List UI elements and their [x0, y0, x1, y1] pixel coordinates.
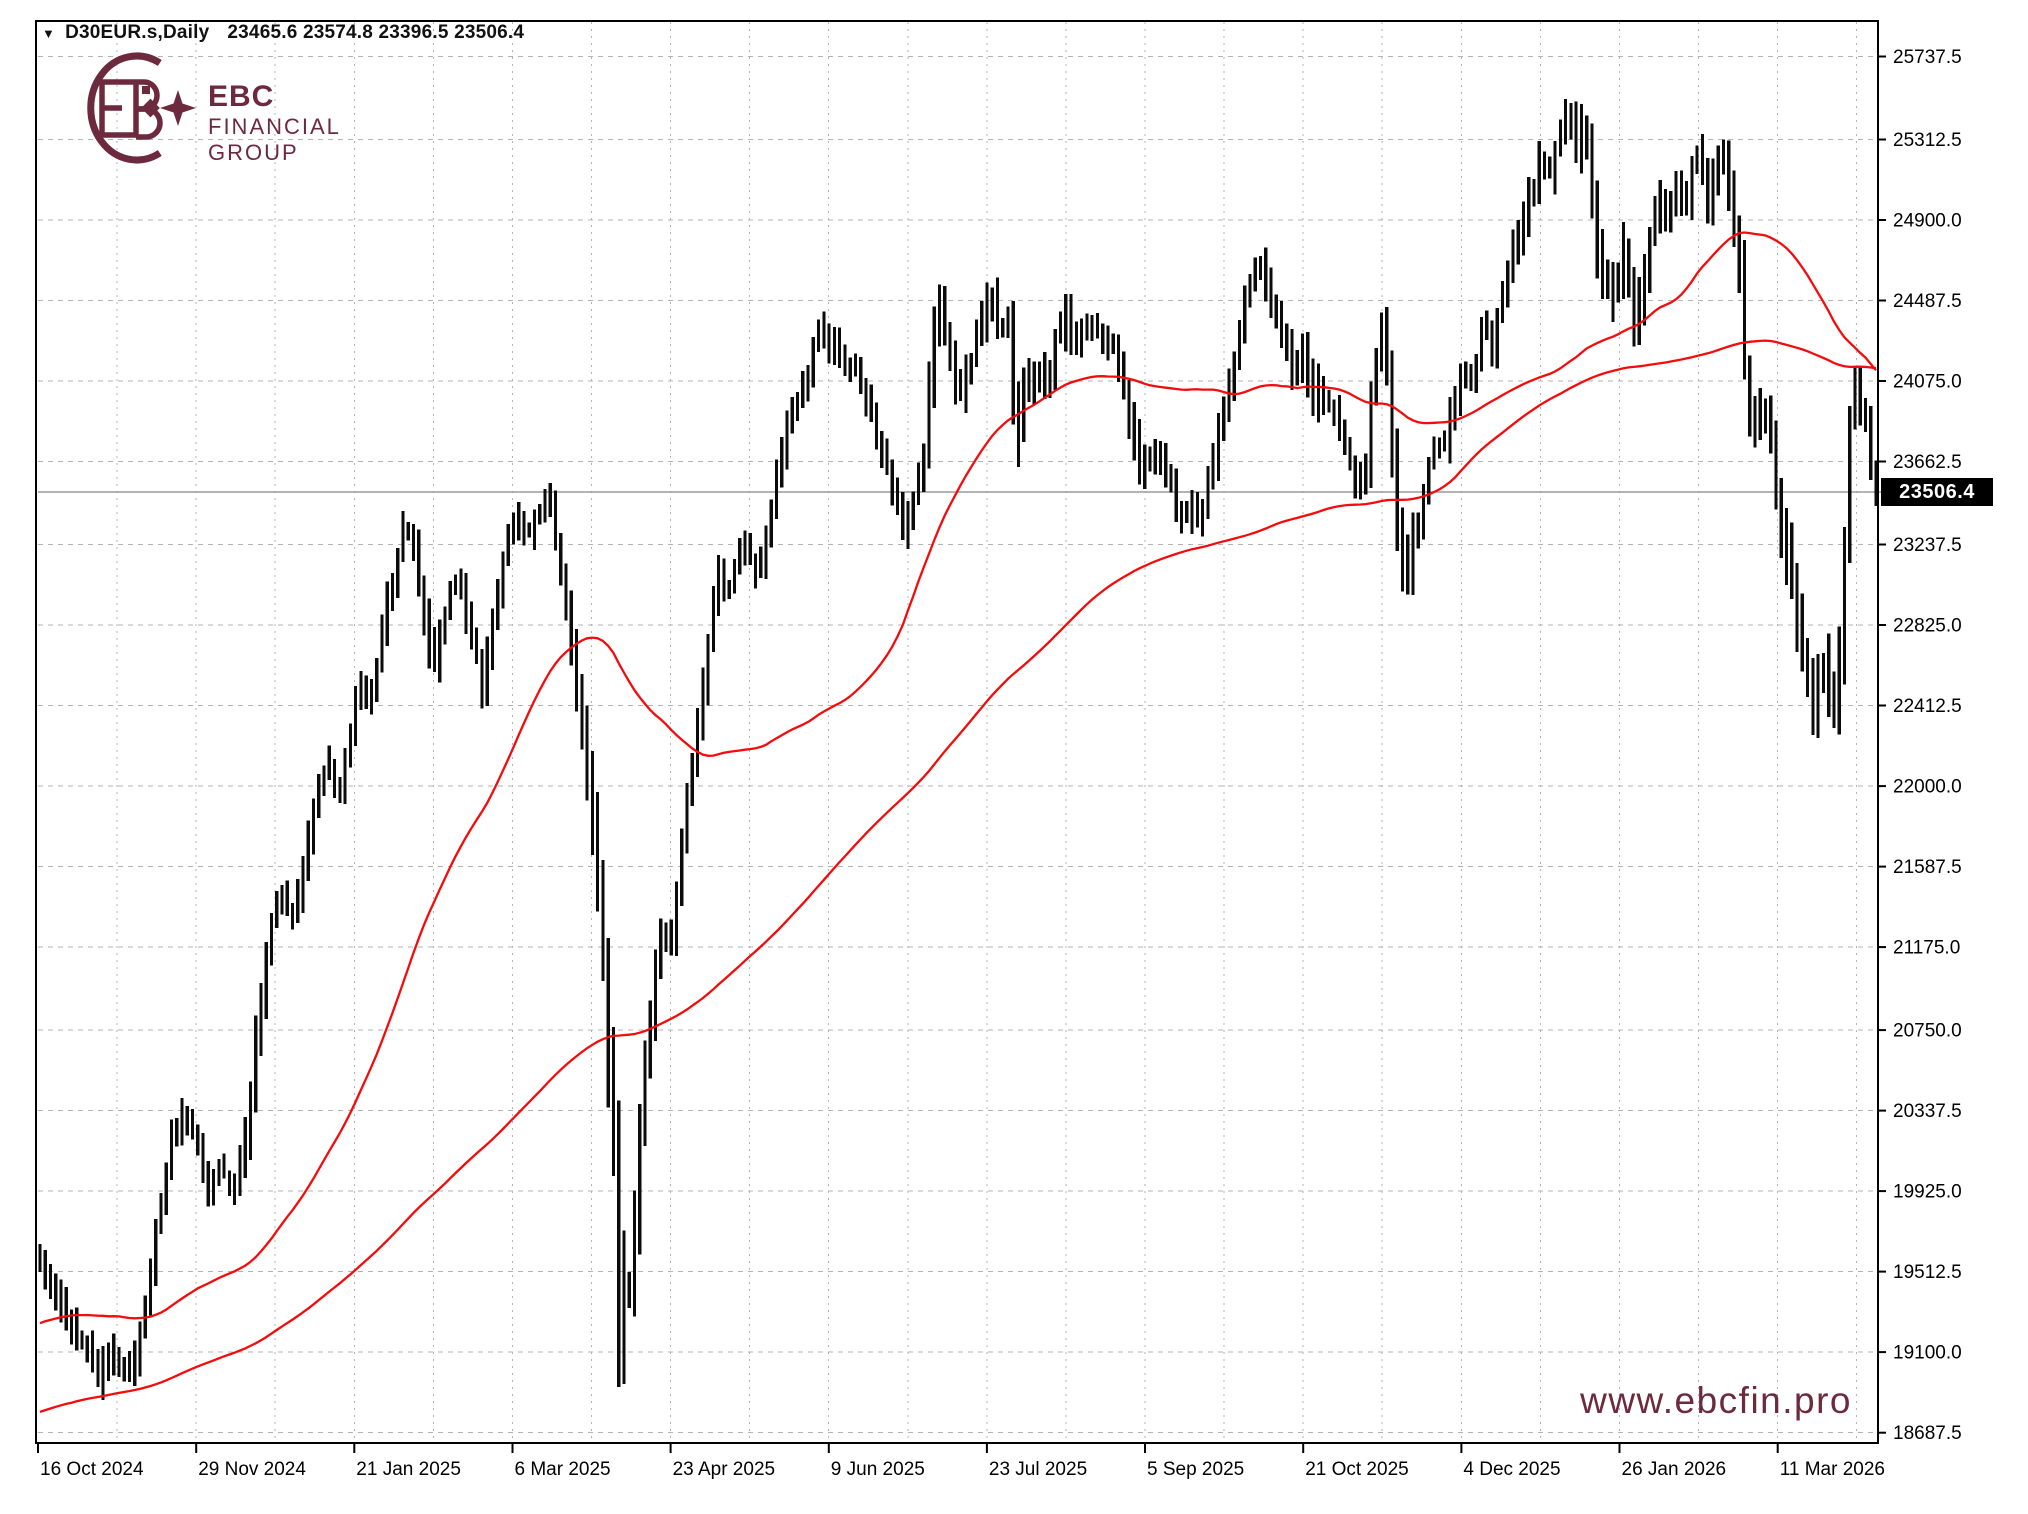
x-axis[interactable]: 16 Oct 2024 29 Nov 2024 21 Jan 2025 6 Mar 2… — [37, 1443, 1885, 1480]
watermark-url: www.ebcfin.pro — [1580, 1380, 1852, 1421]
grid-lines — [38, 22, 1876, 1443]
x-axis-label: 21 Oct 2025 — [1305, 1459, 1409, 1480]
y-axis-label: 19100.0 — [1893, 1343, 1962, 1364]
ebc-logo-square — [142, 86, 150, 94]
y-axis-label: 25737.5 — [1893, 47, 1962, 68]
x-axis-label: 16 Oct 2024 — [40, 1459, 144, 1480]
ohlc-values: 23465.6 23574.8 23396.5 23506.4 — [227, 22, 525, 43]
y-axis-label: 23237.5 — [1893, 535, 1962, 556]
y-axis-label: 24075.0 — [1893, 372, 1962, 393]
x-axis-label: 26 Jan 2026 — [1622, 1459, 1727, 1480]
y-axis-label: 18687.5 — [1893, 1423, 1962, 1444]
x-axis-label: 21 Jan 2025 — [356, 1459, 461, 1480]
x-axis-label: 5 Sep 2025 — [1147, 1459, 1244, 1480]
fast-ma — [39, 231, 1877, 1325]
chart-title: ▼ D30EUR.s,Daily 23465.6 23574.8 23396.5… — [42, 22, 524, 44]
ebc-logo: EBC FINANCIAL GROUP — [87, 52, 341, 165]
x-axis-label: 11 Mar 2026 — [1780, 1459, 1885, 1480]
y-axis-label: 22412.5 — [1893, 696, 1962, 717]
y-axis-label: 22000.0 — [1893, 777, 1962, 798]
ebc-logo-monogram — [99, 79, 163, 140]
logo-text-financial: FINANCIAL — [208, 114, 341, 139]
x-axis-label: 23 Jul 2025 — [989, 1459, 1087, 1480]
symbol-name: D30EUR.s,Daily — [65, 22, 210, 43]
moving-average-lines — [39, 231, 1877, 1413]
y-axis-label: 22825.0 — [1893, 616, 1962, 637]
y-axis-label: 20337.5 — [1893, 1101, 1962, 1122]
y-axis-label: 21587.5 — [1893, 857, 1962, 878]
slow-ma — [39, 339, 1877, 1413]
y-axis-label: 19925.0 — [1893, 1182, 1962, 1203]
y-axis-label: 24487.5 — [1893, 291, 1962, 312]
y-axis-label: 24900.0 — [1893, 211, 1962, 232]
x-axis-label: 23 Apr 2025 — [673, 1459, 775, 1480]
logo-text-ebc: EBC — [208, 80, 274, 113]
y-axis-label: 21175.0 — [1893, 938, 1960, 959]
y-axis-label: 25312.5 — [1893, 130, 1962, 151]
ebc-logo-circle — [87, 52, 162, 164]
y-axis-label: 23662.5 — [1893, 452, 1962, 473]
y-axis-label: 19512.5 — [1893, 1262, 1962, 1283]
x-axis-label: 9 Jun 2025 — [831, 1459, 925, 1480]
ebc-logo-sparkle-icon — [160, 90, 196, 126]
price-bars — [38, 98, 1878, 1400]
current-price-tag: 23506.4 — [1881, 478, 1993, 506]
y-axis-label: 20750.0 — [1893, 1021, 1962, 1042]
x-axis-label: 4 Dec 2025 — [1463, 1459, 1560, 1480]
x-axis-label: 29 Nov 2024 — [198, 1459, 306, 1480]
chart-frame — [35, 20, 1879, 1444]
symbol-dropdown-icon[interactable]: ▼ — [42, 25, 56, 41]
y-axis[interactable]: 25737.5 25312.5 24900.0 24487.5 24075.0 23662… — [1878, 47, 1962, 1444]
logo-text-group: GROUP — [208, 140, 299, 165]
x-axis-label: 6 Mar 2025 — [515, 1459, 611, 1480]
